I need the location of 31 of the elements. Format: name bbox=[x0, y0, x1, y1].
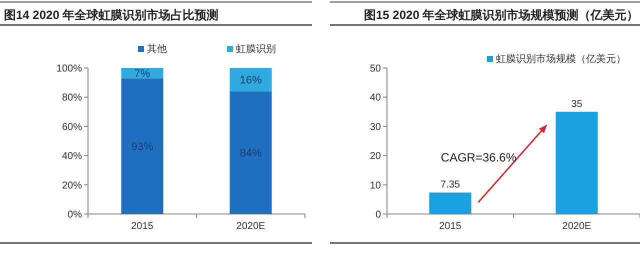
y-tick-label: 0 bbox=[375, 210, 382, 220]
annotation: CAGR=36.6% bbox=[440, 150, 517, 165]
y-tick-label: 20% bbox=[62, 180, 82, 192]
x-tick-label: 2020E bbox=[236, 221, 266, 232]
legend-label: 其他 bbox=[147, 43, 167, 55]
y-tick-label: 80% bbox=[62, 92, 82, 104]
legend: 虹膜识别市场规模（亿美元） bbox=[487, 54, 626, 65]
chart-title: 图15 2020 年全球虹膜识别市场规模预测（亿美元） bbox=[364, 8, 639, 22]
y-tick-label: 0% bbox=[68, 210, 82, 220]
data-label: 35 bbox=[571, 98, 583, 110]
legend-label: 虹膜识别 bbox=[236, 43, 276, 55]
data-label: 7.35 bbox=[440, 180, 460, 191]
y-tick-label: 40 bbox=[370, 92, 382, 104]
y-tick-label: 10 bbox=[370, 180, 382, 192]
chart-title: 图14 2020 年全球虹膜识别市场占比预测 bbox=[4, 8, 219, 22]
data-label: 16% bbox=[240, 74, 262, 87]
y-tick-label: 60% bbox=[62, 122, 82, 133]
y-tick-label: 30 bbox=[370, 122, 382, 133]
y-tick-label: 100% bbox=[56, 64, 82, 74]
data-label: 84% bbox=[240, 148, 262, 160]
x-tick-label: 2015 bbox=[131, 221, 154, 232]
bar bbox=[230, 68, 272, 92]
y-tick-label: 40% bbox=[62, 151, 82, 162]
bar bbox=[230, 91, 272, 214]
x-tick-label: 2020E bbox=[562, 221, 592, 232]
y-tick-label: 50 bbox=[370, 64, 382, 74]
bar bbox=[121, 78, 164, 214]
y-tick-label: 20 bbox=[370, 151, 382, 162]
x-tick-label: 2015 bbox=[439, 221, 462, 232]
data-label: 93% bbox=[131, 141, 154, 154]
data-label: 7% bbox=[134, 68, 150, 80]
